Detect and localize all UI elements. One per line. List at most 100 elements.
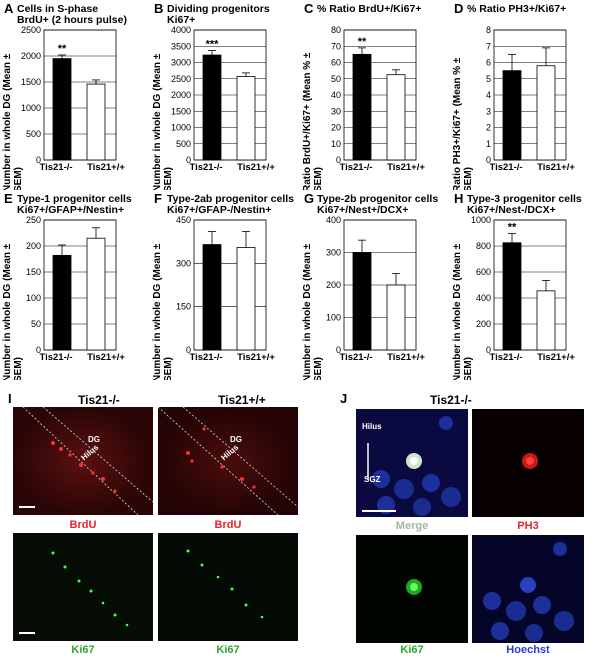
y-tick-label: 100: [26, 293, 41, 303]
bar-chart-panel-a: A Cells in S-phase BrdU+ (2 hours pulse) 0 5…: [0, 0, 150, 192]
y-tick-label: 300: [326, 248, 341, 258]
plot-frame: [193, 29, 267, 161]
bar-tis21-ko: [202, 54, 222, 161]
bar-tis21-wt: [236, 76, 256, 161]
hoechst-image-drawing: [472, 535, 584, 643]
y-tick-label: 8: [486, 25, 491, 35]
bar-tis21-ko: [352, 53, 372, 161]
y-axis-label-line1: Number in whole DG (Mean ±: [152, 243, 163, 380]
ki67-image-mutant-drawing: [13, 533, 153, 641]
bar-tis21-wt: [236, 247, 256, 351]
y-axis-label: Ratio BrdU+/Ki67+ (Mean % ± SEM): [302, 52, 324, 192]
significance-marker: **: [358, 36, 367, 48]
y-tick-label: 0: [186, 345, 191, 355]
panel-j-title: Tis21-/-: [430, 393, 472, 407]
y-tick-label: 30: [331, 106, 341, 116]
bar-tis21-wt: [536, 65, 556, 161]
y-axis-label-line1: Number in whole DG (Mean ±: [302, 243, 313, 380]
ki67-image-wildtype-drawing: [158, 533, 298, 641]
y-axis-label-line1: Ratio BrdU+/Ki67+ (Mean % ±: [302, 52, 313, 190]
panel-letter: H: [454, 191, 463, 206]
y-tick-label: 7: [486, 41, 491, 51]
y-tick-label: 0: [36, 345, 41, 355]
y-axis-label-line2: SEM): [463, 167, 474, 190]
y-axis-label-line2: SEM): [313, 357, 324, 380]
panel-title: Type-2ab progenitor cells: [167, 193, 294, 205]
y-tick-label: 100: [326, 313, 341, 323]
y-tick-label: 1: [486, 139, 491, 149]
y-axis-label: Number in whole DG (Mean ± SEM): [152, 243, 174, 382]
y-tick-label: 70: [331, 41, 341, 51]
hoechst-label: Hoechst: [506, 644, 550, 656]
y-tick-label: 0: [486, 345, 491, 355]
y-tick-label: 0: [486, 155, 491, 165]
y-tick-label: 500: [176, 139, 191, 149]
y-axis-label-line2: SEM): [13, 167, 24, 190]
ki67-image-j-drawing: [356, 535, 468, 643]
panel-title: % Ratio BrdU+/Ki67+: [317, 3, 421, 15]
x-tick-label: Tis21+/+: [87, 162, 125, 173]
y-axis-label-line2: SEM): [163, 357, 174, 380]
panel-letter: C: [304, 1, 314, 16]
y-tick-label: 300: [176, 258, 191, 268]
x-tick-label: Tis21+/+: [87, 352, 125, 363]
ph3-image-drawing: [472, 409, 584, 517]
brdu-label-mutant: BrdU: [69, 519, 97, 531]
y-tick-label: 4: [486, 90, 491, 100]
panel-title: Type-3 progenitor cells: [467, 193, 582, 205]
panel-title: Type-1 progenitor cells: [17, 193, 132, 205]
x-tick-label: Tis21-/-: [339, 162, 372, 173]
y-tick-label: 10: [331, 139, 341, 149]
bar-chart-panel-d: D % Ratio PH3+/Ki67+ 0 1 2 3 4 5 6 7 8 Ratio PH3+/K…: [450, 0, 600, 192]
bar-chart-f: F Type-2ab progenitor cellsKi67+/GFAP-/Ne…: [152, 191, 294, 382]
bar-chart-panel-b: B Dividing progenitors Ki67+ 0 500 1000 1500 20…: [150, 0, 300, 192]
bar-chart-d: D % Ratio PH3+/Ki67+ 0 1 2 3 4 5 6 7 8 Ratio PH3+/K…: [452, 1, 575, 192]
y-tick-label: 4000: [171, 25, 191, 35]
y-tick-label: 2: [486, 123, 491, 133]
plot-frame: [493, 219, 567, 351]
y-axis-label-line1: Number in whole DG (Mean ±: [152, 53, 163, 190]
y-axis-label: Number in whole DG (Mean ± SEM): [152, 53, 174, 192]
bar-chart-panel-f: F Type-2ab progenitor cells Ki67+/GFAP-/Ne…: [150, 190, 300, 382]
y-tick-label: 400: [476, 293, 491, 303]
dg-label-mutant: DG: [88, 435, 100, 444]
y-tick-label: 2500: [171, 74, 191, 84]
y-axis-label-line1: Number in whole DG (Mean ±: [2, 53, 13, 190]
y-tick-label: 150: [176, 302, 191, 312]
panel-subtitle: Ki67+/GFAP+/Nestin+: [17, 204, 124, 216]
panel-letter-i: I: [8, 391, 12, 406]
ki67-label-wildtype: Ki67: [216, 644, 240, 656]
merge-image-drawing: [356, 409, 468, 517]
merge-image: [356, 409, 468, 517]
y-tick-label: 2000: [21, 51, 41, 61]
y-axis-label-line2: SEM): [313, 167, 324, 190]
y-tick-label: 20: [331, 123, 341, 133]
x-tick-label: Tis21-/-: [189, 352, 222, 363]
y-tick-label: 150: [26, 267, 41, 277]
significance-marker: **: [58, 43, 67, 55]
dg-label-wildtype: DG: [230, 435, 242, 444]
bar-tis21-wt: [536, 290, 556, 351]
x-tick-label: Tis21+/+: [237, 162, 275, 173]
bar-tis21-ko: [502, 70, 522, 161]
y-tick-label: 0: [186, 155, 191, 165]
y-tick-label: 200: [476, 319, 491, 329]
hilus-label-j: Hilus: [362, 422, 382, 431]
bar-chart-e: E Type-1 progenitor cellsKi67+/GFAP+/Nest…: [2, 191, 132, 382]
ki67-image-wildtype: [158, 533, 298, 641]
brdu-label-wildtype: BrdU: [214, 519, 242, 531]
bar-chart-c: C% Ratio BrdU+/Ki67+ 0 10 20 30 40 50 60 70 80 Rat…: [302, 1, 425, 192]
panel-subtitle: Ki67+/Nest+/DCX+: [317, 204, 408, 216]
y-axis-label-line1: Number in whole DG (Mean ±: [2, 243, 13, 380]
panel-subtitle: Ki67+/Nest-/DCX+: [467, 204, 556, 216]
bar-tis21-ko: [52, 58, 72, 161]
brdu-image-mutant: [13, 407, 153, 515]
y-tick-label: 1000: [471, 215, 491, 225]
y-axis-label: Number in whole DG (Mean ± SEM): [2, 53, 24, 192]
bar-chart-g: G Type-2b progenitor cellsKi67+/Nest+/DCX…: [302, 191, 438, 382]
y-axis-label: Number in whole DG (Mean ± SEM): [302, 243, 324, 382]
ki67-label-j: Ki67: [400, 644, 424, 656]
ki67-label-mutant: Ki67: [71, 644, 95, 656]
y-tick-label: 1000: [171, 123, 191, 133]
